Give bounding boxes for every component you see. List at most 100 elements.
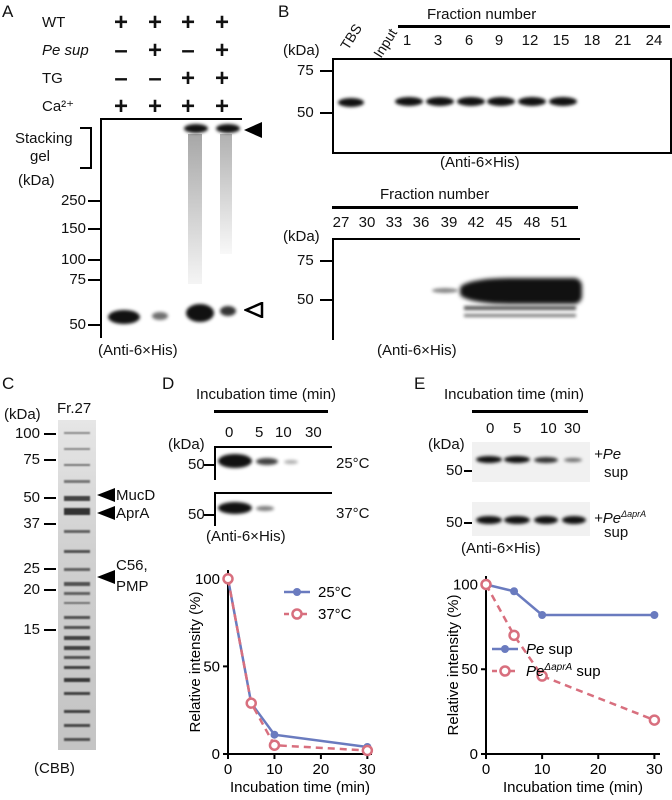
marker-tick-75 [88, 279, 100, 281]
arrowhead-mucd-icon [97, 488, 115, 502]
data-point [648, 714, 661, 726]
band-fr39 [432, 288, 458, 293]
treatment-sign: – [148, 65, 162, 92]
monomer-band-lane1 [108, 310, 140, 324]
monomer-band-lane4 [220, 306, 236, 316]
legend-label: 37°C [318, 606, 352, 623]
annotation-mucd: MucD [116, 487, 156, 504]
fraction-band [395, 97, 423, 106]
marker-100: 100 [60, 251, 86, 268]
marker-e1-50: 50 [446, 462, 463, 479]
cbb-band [64, 710, 90, 713]
marker-label: 50 [23, 489, 40, 506]
monomer-band-lane3 [186, 304, 214, 322]
treatment-sign: + [180, 93, 195, 120]
x-tick-label: 20 [313, 761, 330, 778]
panel-c-letter: C [2, 374, 15, 393]
cbb-band [64, 568, 90, 571]
open-arrowhead-icon [244, 302, 264, 318]
caption-b-top: (Anti-6×His) [440, 154, 520, 171]
lane-label-fr27: Fr.27 [57, 400, 92, 417]
stacking-label-2: gel [30, 148, 51, 165]
time-e-10: 10 [540, 420, 557, 437]
fraction-label: 6 [464, 32, 474, 49]
treatment-sign: + [180, 65, 195, 92]
x-tick-label: 0 [224, 761, 232, 778]
blot-e-pe [472, 442, 590, 482]
marker-b-top-50: 50 [297, 104, 314, 121]
fraction-label: 21 [614, 32, 632, 49]
y-tick-label: 0 [212, 746, 220, 763]
time-header-e-line [472, 410, 588, 413]
series-line [226, 578, 368, 752]
data-point [222, 573, 234, 585]
cbb-band [64, 582, 90, 586]
cbb-band [64, 550, 90, 553]
fraction-header-top-line [398, 25, 670, 28]
y-tick-label: 100 [195, 571, 220, 588]
fraction-header-bottom-line [332, 206, 578, 209]
blot2-label-line1: +PeΔaprA [594, 506, 646, 527]
cbb-band [64, 530, 90, 533]
fraction-band [426, 97, 454, 106]
cbb-lane [58, 420, 96, 750]
marker-tick-250 [88, 200, 100, 202]
fraction-band [487, 97, 515, 106]
monomer-band-lane2 [152, 312, 168, 320]
kda-label-e: (kDa) [428, 436, 465, 453]
fraction-label: 3 [433, 32, 443, 49]
marker-d1-50: 50 [188, 456, 205, 473]
caption-d: (Anti-6×His) [206, 528, 286, 545]
kda-label-b-top: (kDa) [283, 42, 320, 59]
cbb-band [64, 738, 90, 741]
band-e2-10 [534, 516, 558, 524]
blot1-label-line1: +Pe [594, 446, 622, 463]
stacking-bracket [80, 127, 92, 169]
series-line [226, 578, 368, 749]
band-e1-5 [504, 456, 530, 463]
fraction-label: 24 [645, 32, 663, 49]
fraction-label: 45 [495, 214, 513, 231]
time-d-0: 0 [225, 424, 234, 441]
blot2-label-prefix: +Pe [594, 510, 622, 527]
cbb-band [64, 592, 90, 595]
data-point [480, 578, 492, 591]
fraction-band [457, 97, 485, 106]
marker-label: 37 [23, 515, 40, 532]
marker-tick-b-top-50 [320, 112, 332, 114]
data-point [245, 697, 257, 709]
data-point [650, 610, 659, 619]
band-lower-1 [464, 306, 576, 310]
marker-tick [44, 459, 56, 461]
kda-label-d: (kDa) [168, 436, 205, 453]
marker-label: 25 [23, 560, 40, 577]
y-tick-label: 50 [461, 661, 478, 678]
panel-b-letter: B [278, 2, 290, 21]
y-axis-label: Relative intensity (%) [187, 592, 204, 733]
y-tick-label: 0 [470, 746, 478, 763]
legend-marker [291, 608, 303, 620]
cbb-band [64, 724, 90, 727]
band-d25-10 [284, 460, 298, 464]
fraction-label: 9 [494, 32, 504, 49]
band-e1-30 [564, 458, 582, 462]
marker-tick-b-top-75 [320, 70, 332, 72]
time-header-d-line [214, 410, 328, 413]
band-d37-0 [218, 502, 252, 514]
kda-label-b-bottom: (kDa) [283, 228, 320, 245]
series-line [485, 583, 655, 617]
filled-arrowhead-icon [244, 122, 262, 138]
arrowhead-c56-icon [97, 570, 115, 584]
treatment-sign: + [113, 9, 128, 36]
marker-tick-e2 [464, 522, 472, 524]
marker-tick [44, 589, 56, 591]
x-tick-label: 10 [266, 761, 283, 778]
fraction-label: 39 [440, 214, 458, 231]
treatment-sign: – [181, 37, 195, 64]
marker-b-bottom-50: 50 [297, 291, 314, 308]
y-tick-label: 50 [203, 658, 220, 675]
marker-e2-50: 50 [446, 514, 463, 531]
stacking-label-1: Stacking [15, 130, 73, 147]
cbb-band [64, 636, 90, 640]
fraction-label: 15 [552, 32, 570, 49]
